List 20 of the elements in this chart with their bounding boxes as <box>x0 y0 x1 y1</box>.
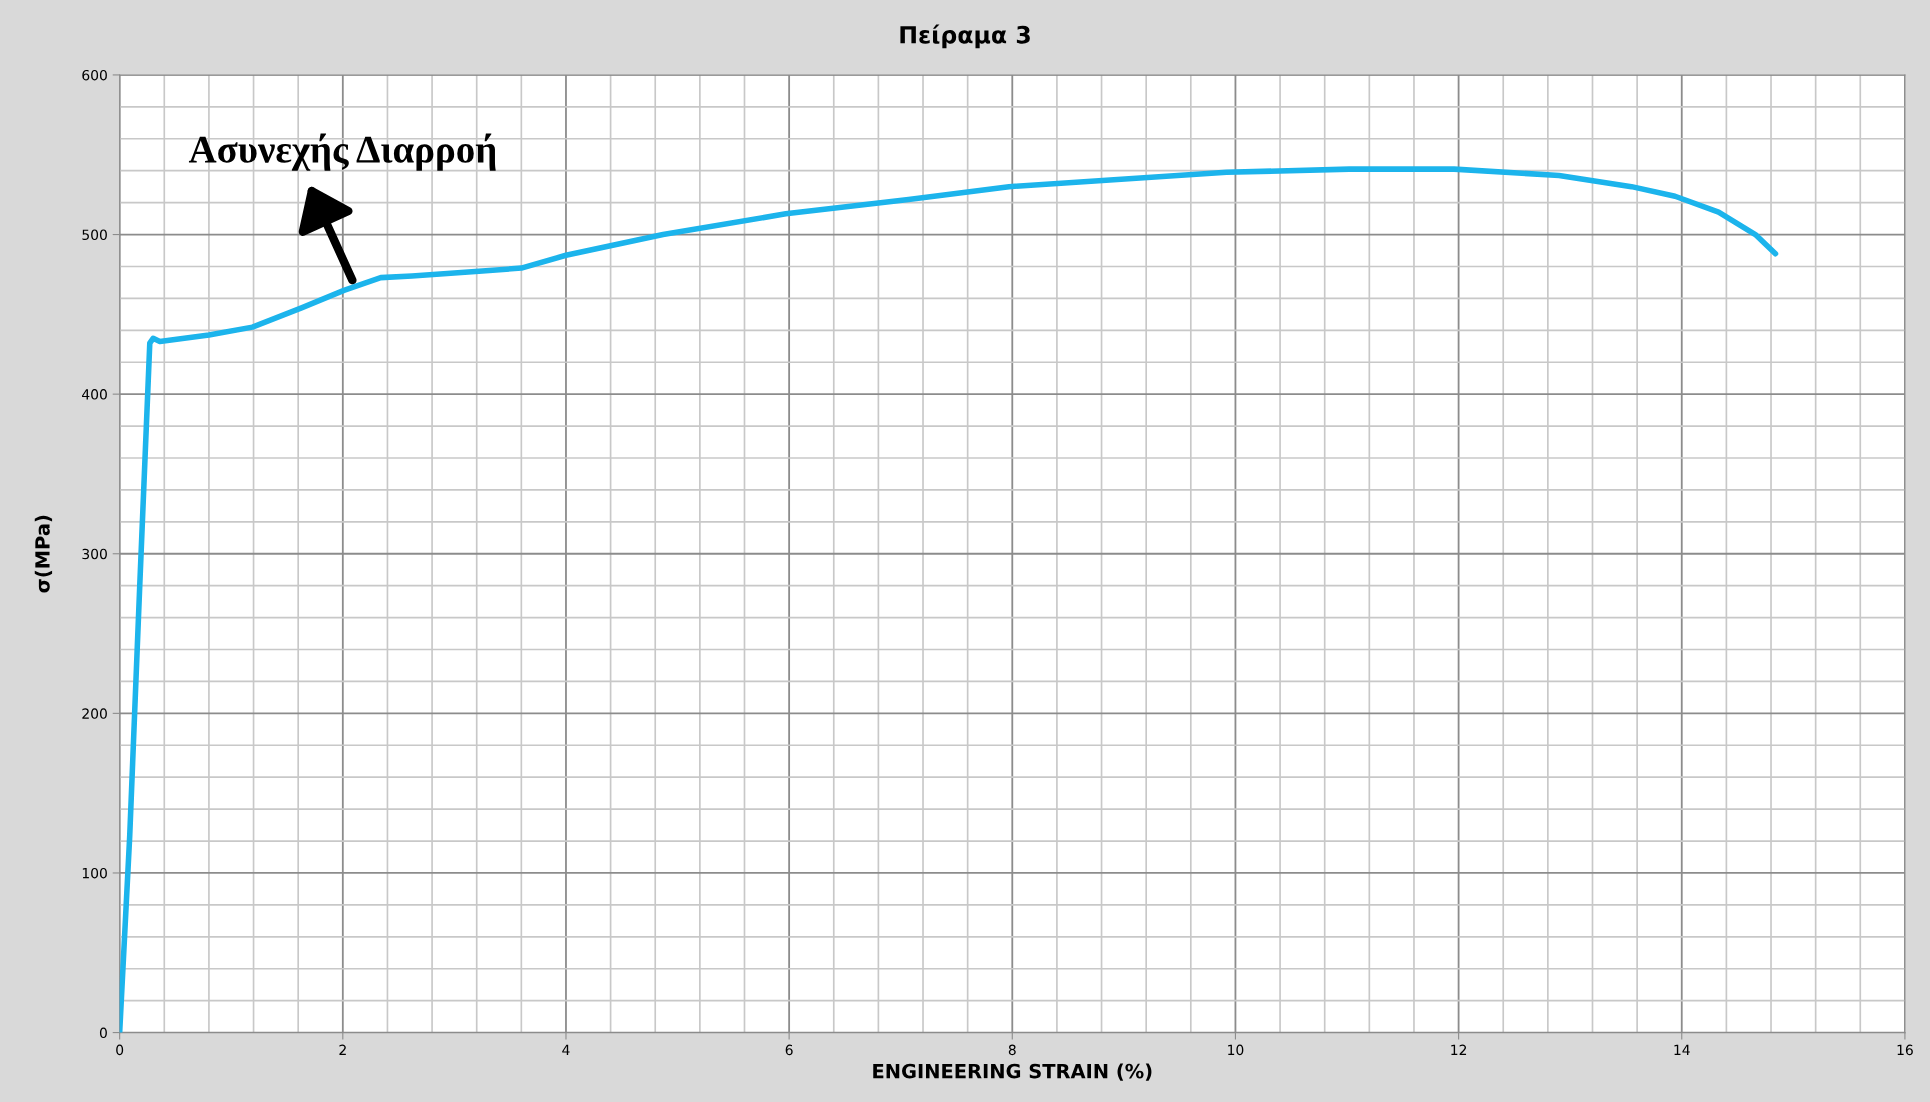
y-tick-label: 600 <box>82 69 107 81</box>
x-tick-label: 0 <box>116 1044 124 1056</box>
x-tick-label: 2 <box>339 1044 346 1055</box>
y-tick-label: 500 <box>82 229 107 241</box>
annotation: Ασυνεχής Διαρροή <box>188 133 496 171</box>
x-tick-label: 8 <box>1008 1044 1016 1056</box>
x-tick-label: 4 <box>562 1044 570 1055</box>
y-tick-label: 300 <box>82 548 107 560</box>
y-tick-label: 400 <box>82 389 107 400</box>
y-tick-label: 200 <box>82 708 107 719</box>
x-axis-title: ENGINEERING STRAIN (%) <box>873 1063 1152 1081</box>
chart-title: Πείραμα 3 <box>900 24 1030 49</box>
y-tick-label: 100 <box>82 867 107 879</box>
x-tick-label: 12 <box>1451 1044 1467 1055</box>
x-tick-label: 6 <box>785 1044 793 1056</box>
x-tick-label: 10 <box>1228 1044 1244 1056</box>
x-tick-label: 16 <box>1897 1044 1913 1056</box>
y-tick-label: 0 <box>99 1027 107 1039</box>
y-axis-title: σ(MPa) <box>34 515 53 593</box>
x-tick-label: 14 <box>1674 1044 1690 1055</box>
